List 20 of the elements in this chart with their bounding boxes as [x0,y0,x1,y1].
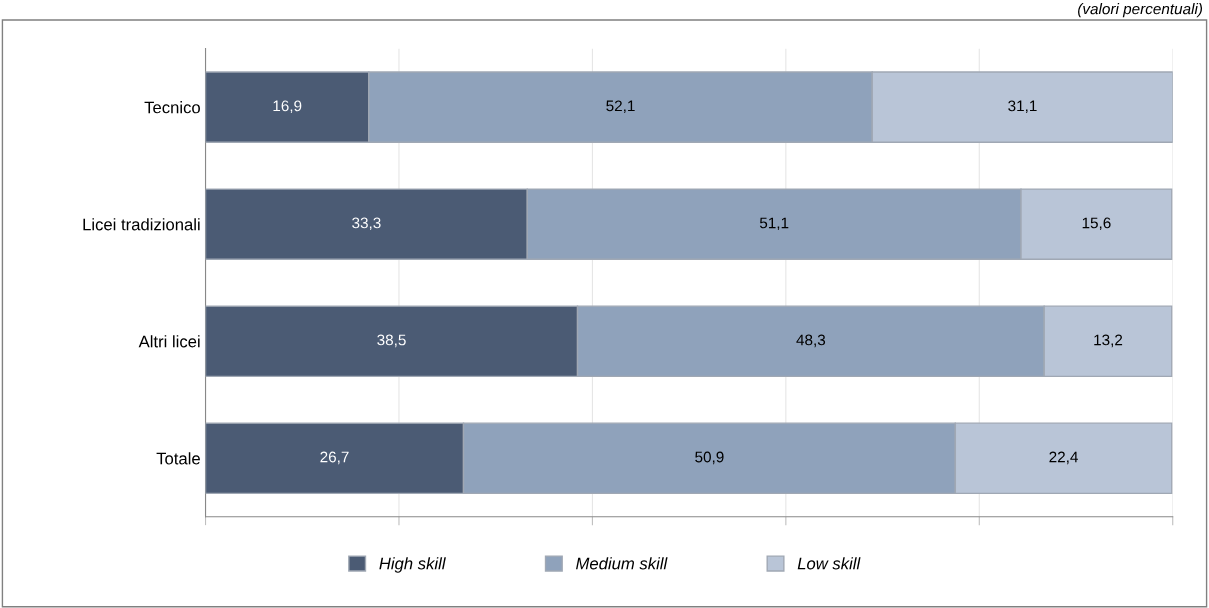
y-tick-label: Altri licei [138,335,200,348]
data-label: 13,2 [1094,334,1123,348]
data-label: 26,7 [320,451,349,465]
data-label: 38,5 [377,334,406,348]
data-label: 31,1 [1008,100,1037,114]
data-label: 48,3 [796,334,826,348]
data-label: 50,9 [695,451,724,465]
y-tick-label: Licei tradizionali [83,218,200,231]
data-label: 52,1 [606,100,635,114]
data-label: 22,4 [1049,451,1078,465]
legend-label: Low skill [797,557,861,570]
y-tick-label: Totale [156,452,200,465]
text: (valori percentuali) [1078,3,1203,18]
data-label: 15,6 [1082,217,1111,231]
data-label: 16,9 [273,100,302,114]
data-label: 51,1 [759,217,789,231]
data-label: 33,3 [352,217,381,231]
y-tick-label: Tecnico [144,101,200,114]
legend-label: Medium skill [576,557,668,570]
legend-label: High skill [379,557,446,573]
